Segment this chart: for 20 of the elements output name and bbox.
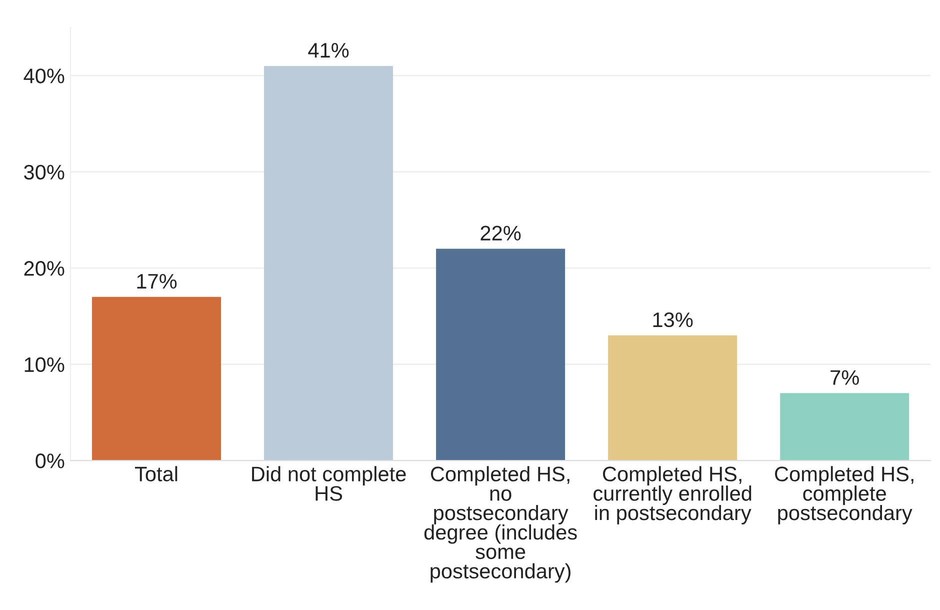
data-label: 13% [653,312,693,328]
y-tick-label: 10% [24,357,64,372]
x-tick-label: Completed HS, no postsecondary degree (includes some postsecondary) [424,466,577,583]
x-tick-label: Completed HS, complete postsecondary [775,466,914,524]
y-tick-label: 40% [24,68,64,84]
data-label: 41% [308,43,349,58]
bar [608,335,738,461]
y-tick-label: 20% [24,261,64,276]
y-tick-label: 0% [36,454,64,468]
data-label: 7% [830,370,859,385]
bar [436,248,566,461]
data-label: 17% [137,274,177,289]
bar [264,66,394,461]
x-tick-label: Did not complete HS [252,466,406,501]
x-tick-label: Total [134,466,178,482]
x-tick-label: Completed HS, currently enrolled in postsecondary [594,466,752,524]
bar [92,296,222,461]
data-label: 22% [480,226,521,240]
y-tick-label: 30% [24,164,64,180]
bar [780,393,910,461]
